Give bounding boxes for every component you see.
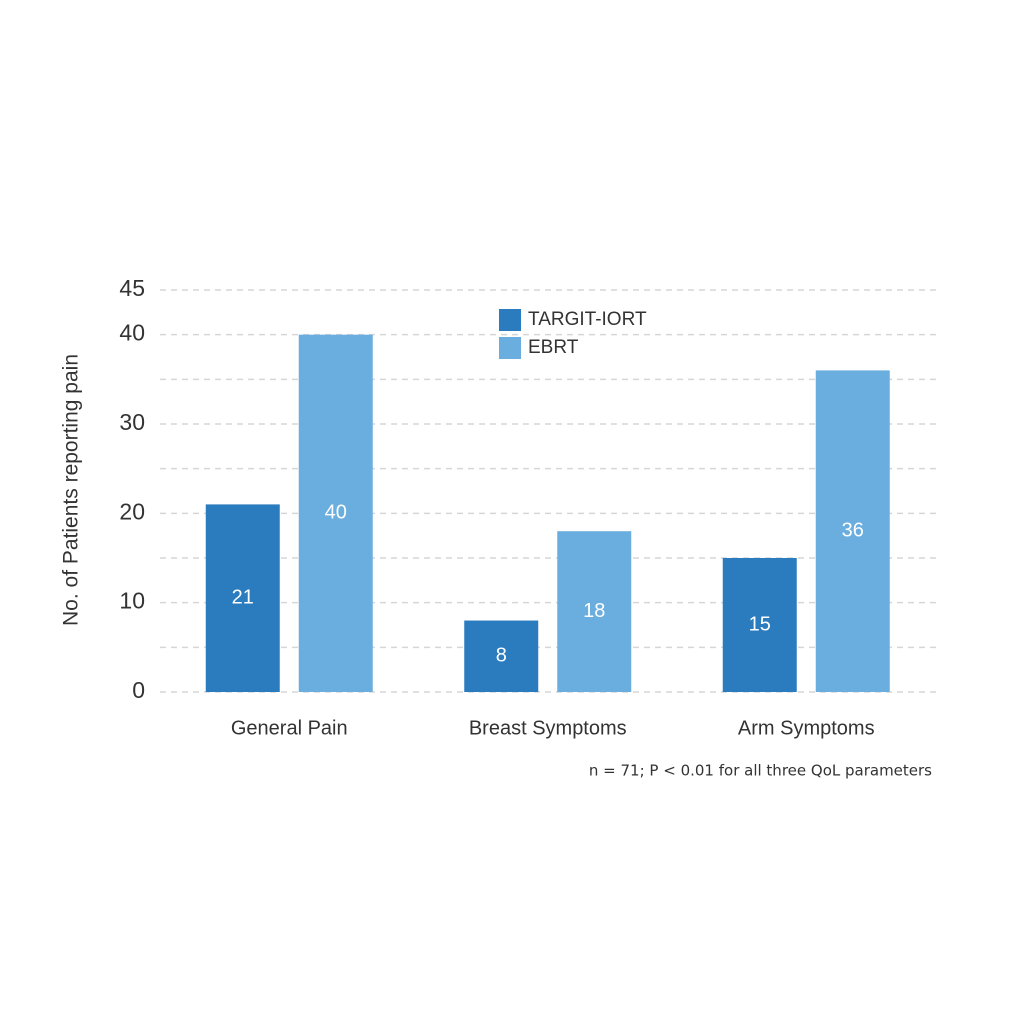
x-tick-label: Breast Symptoms: [469, 717, 627, 739]
x-tick-label: General Pain: [231, 717, 348, 739]
legend-label: EBRT: [528, 337, 579, 358]
bar: [205, 504, 280, 692]
value-label: 21: [232, 586, 254, 608]
y-tick-label: 30: [119, 409, 145, 435]
value-label: 18: [583, 600, 605, 622]
bar: [298, 334, 373, 692]
y-tick-label: 10: [119, 588, 145, 614]
y-tick-label: 45: [119, 275, 145, 301]
y-tick-label: 0: [132, 677, 145, 703]
x-tick-label: Arm Symptoms: [738, 717, 875, 739]
y-tick-label: 20: [119, 498, 145, 524]
y-axis-title: No. of Patients reporting pain: [60, 354, 83, 626]
bar: [722, 558, 797, 692]
footnote: n = 71; P < 0.01 for all three QoL param…: [589, 762, 932, 780]
value-label: 36: [842, 519, 864, 541]
legend-swatch: [499, 337, 521, 359]
legend-swatch: [499, 309, 521, 331]
bar: [815, 370, 890, 692]
bar: [557, 531, 632, 692]
value-label: 15: [749, 613, 771, 635]
y-tick-label: 40: [119, 320, 145, 346]
bar: [464, 620, 539, 692]
legend-label: TARGIT-IORT: [528, 309, 647, 330]
value-label: 40: [325, 502, 347, 524]
value-label: 8: [496, 645, 507, 667]
